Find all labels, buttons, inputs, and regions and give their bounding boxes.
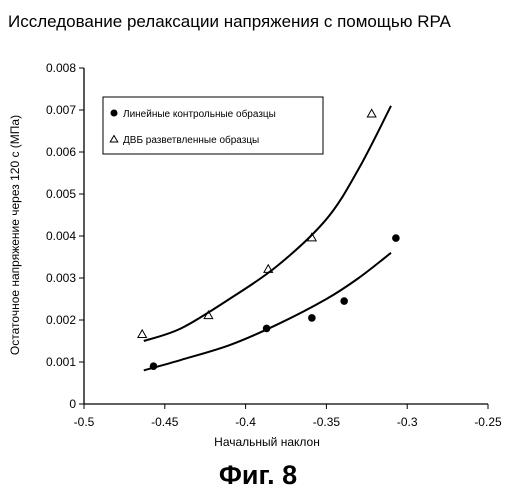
legend-label-branched: ДВБ разветвленные образцы (123, 134, 259, 146)
x-tick-label: -0.4 (235, 415, 256, 429)
data-point-branched (306, 232, 318, 242)
axes: 0 0.001 0.002 0.003 0.004 0.005 0.006 0.007 0.00… (46, 61, 502, 429)
chart: 0 0.001 0.002 0.003 0.004 0.005 0.006 0.007 0.00… (8, 61, 502, 449)
x-axis-label: Начальный наклон (214, 435, 320, 449)
y-tick-label: 0.003 (46, 271, 76, 285)
data-point-linear (149, 362, 158, 371)
legend-marker-linear (110, 109, 118, 117)
data-point-branched (366, 108, 377, 118)
trend-line-linear (143, 252, 392, 372)
data-point-linear (340, 297, 348, 305)
legend-label-linear: Линейные контрольные образцы (123, 108, 276, 120)
y-tick-label: 0.001 (46, 355, 76, 369)
data-point-branched (263, 263, 274, 273)
data-markers (137, 108, 400, 371)
data-point-branched (203, 309, 214, 320)
trend-lines (143, 105, 392, 372)
legend-box (102, 96, 324, 155)
chart-title: Исследование релаксации напряжения с пом… (8, 12, 451, 31)
y-tick-label: 0.004 (46, 229, 76, 243)
x-tick-label: -0.3 (397, 415, 418, 429)
data-point-branched (137, 328, 148, 338)
legend-marker-branched (109, 134, 119, 143)
x-tick-label: -0.45 (151, 415, 179, 429)
x-tick-label: -0.5 (74, 415, 95, 429)
x-tick-label: -0.25 (474, 415, 502, 429)
figure-caption: Фиг. 8 (218, 460, 298, 490)
data-point-linear (392, 234, 400, 242)
y-tick-label: 0.005 (46, 187, 76, 201)
trend-line-branched (143, 105, 392, 342)
y-tick-label: 0.006 (46, 145, 76, 159)
y-tick-label: 0 (69, 397, 76, 411)
x-tick-label: -0.35 (313, 415, 341, 429)
data-point-linear (262, 324, 271, 333)
y-tick-label: 0.002 (46, 313, 76, 327)
y-axis-label: Остаточное напряжение через 120 с (МПа) (8, 115, 22, 355)
legend: Линейные контрольные образцы ДВБ разветв… (102, 96, 324, 155)
y-tick-label: 0.007 (46, 103, 76, 117)
data-point-linear (308, 314, 316, 322)
y-tick-label: 0.008 (46, 61, 76, 75)
